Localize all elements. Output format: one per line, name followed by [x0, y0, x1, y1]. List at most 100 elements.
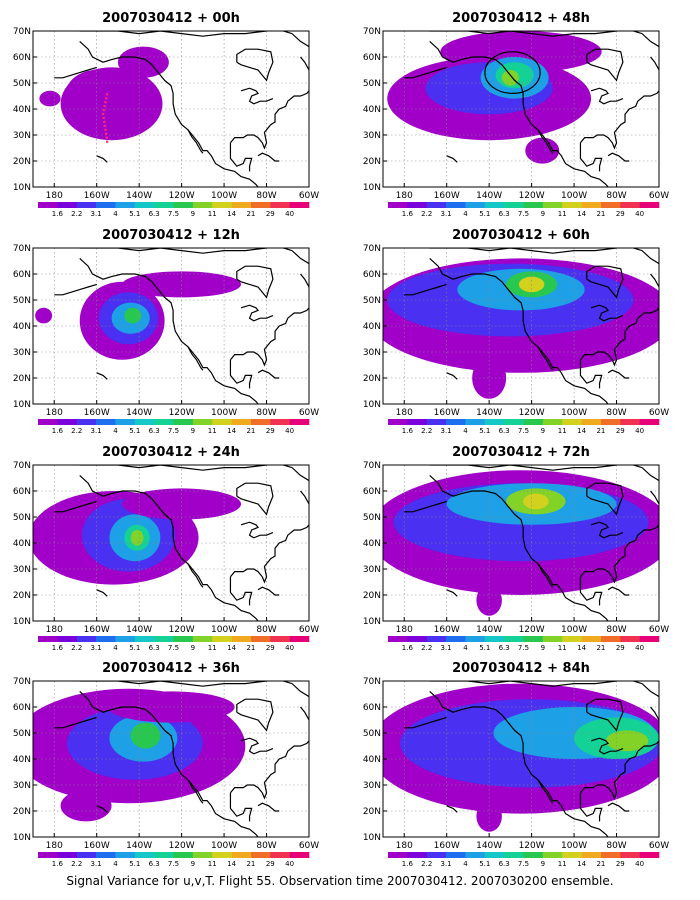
coastline: [79, 681, 267, 687]
colorbar-label: 11: [558, 860, 567, 868]
colorbar-swatch: [523, 852, 544, 858]
colorbar-swatch: [523, 202, 544, 208]
colorbar-label: 14: [577, 210, 586, 218]
lon-tick-label: 60W: [649, 625, 669, 635]
colorbar-label: 6.3: [499, 427, 510, 435]
coastline: [537, 779, 554, 804]
colorbar-swatch: [562, 419, 582, 425]
lon-tick-label: 140W: [126, 841, 152, 851]
coastline: [79, 248, 267, 254]
lat-tick-label: 30N: [13, 565, 31, 575]
coastline: [446, 805, 458, 813]
coastline: [229, 576, 253, 606]
colorbar-label: 21: [596, 644, 605, 652]
colorbar-swatch: [600, 419, 621, 425]
coastline: [579, 273, 659, 367]
colorbar-swatch: [484, 419, 505, 425]
colorbar-swatch: [289, 852, 310, 858]
coastline: [229, 142, 253, 172]
colorbar-label: 1.6: [52, 210, 64, 218]
colorbar-label: 7.5: [518, 210, 529, 218]
lon-tick-label: 60W: [649, 191, 669, 201]
colorbar-label: 5.1: [479, 427, 490, 435]
coastline: [240, 87, 274, 105]
lat-tick-label: 50N: [363, 729, 381, 739]
colorbar-label: 9: [541, 427, 545, 435]
coastline: [96, 155, 108, 163]
colorbar-label: 7.5: [518, 644, 529, 652]
coastline: [633, 248, 659, 265]
colorbar-swatch: [465, 636, 486, 642]
lat-tick-label: 40N: [363, 322, 381, 332]
coastline: [607, 802, 630, 812]
colorbar-label: 21: [246, 644, 255, 652]
lon-tick-label: 80W: [256, 408, 276, 418]
colorbar-swatch: [231, 636, 252, 642]
colorbar-label: 2.2: [71, 210, 82, 218]
colorbar-label: 5.1: [129, 210, 140, 218]
coastline: [236, 265, 274, 299]
coastline: [54, 716, 97, 729]
coastline: [579, 706, 659, 800]
lat-tick-label: 60N: [363, 703, 381, 713]
colorbar-label: 3.1: [91, 860, 102, 868]
colorbar-label: 40: [635, 210, 644, 218]
lat-tick-label: 60N: [13, 270, 31, 280]
coastline: [586, 698, 624, 732]
map-panel: 2007030412 + 72h 10N 20N 30N 40N 50N 60N 70N 180…: [363, 445, 669, 652]
colorbar-label: 1.6: [52, 427, 64, 435]
colorbar-label: 4: [113, 644, 118, 652]
lat-tick-label: 20N: [13, 374, 31, 384]
lon-tick-label: 60W: [299, 191, 319, 201]
coastline: [229, 706, 309, 800]
colorbar-label: 2.2: [71, 644, 82, 652]
colorbar-label: 1.6: [402, 427, 414, 435]
colorbar-swatch: [388, 852, 408, 858]
coastline: [446, 589, 458, 597]
colorbar-label: 1.6: [402, 644, 414, 652]
lon-tick-label: 140W: [476, 841, 502, 851]
coastline: [586, 265, 624, 299]
colorbar-label: 7.5: [518, 427, 529, 435]
colorbar-label: 6.3: [149, 210, 160, 218]
variance-contour: [501, 70, 519, 86]
coastline: [240, 521, 274, 539]
colorbar-swatch: [57, 852, 78, 858]
lon-tick-label: 80W: [256, 625, 276, 635]
colorbar-swatch: [504, 852, 524, 858]
colorbar-swatch: [192, 636, 213, 642]
lat-tick-label: 10N: [13, 183, 31, 193]
colorbar-swatch: [620, 202, 640, 208]
colorbar-swatch: [407, 202, 428, 208]
coastline: [579, 359, 603, 389]
coastline: [229, 273, 309, 367]
colorbar-label: 3.1: [91, 427, 102, 435]
colorbar-swatch: [115, 202, 136, 208]
colorbar-swatch: [270, 636, 290, 642]
colorbar-swatch: [231, 852, 252, 858]
colorbar-swatch: [639, 852, 660, 858]
colorbar-label: 3.1: [441, 644, 452, 652]
colorbar-swatch: [484, 852, 505, 858]
colorbar-swatch: [289, 636, 310, 642]
lon-tick-label: 120W: [169, 408, 195, 418]
coastline: [429, 690, 609, 837]
coastline: [79, 40, 259, 187]
coastline: [240, 304, 274, 322]
colorbar-label: 40: [635, 427, 644, 435]
coastline: [229, 359, 253, 389]
lon-tick-label: 180: [396, 625, 413, 635]
colorbar-swatch: [388, 419, 408, 425]
coastline: [79, 257, 259, 404]
panel-title: 2007030412 + 12h: [102, 228, 240, 243]
lon-tick-label: 120W: [519, 841, 545, 851]
coastline: [240, 737, 274, 755]
coastline: [429, 257, 609, 404]
colorbar-label: 7.5: [168, 427, 179, 435]
colorbar-label: 2.2: [421, 210, 432, 218]
variance-contour: [476, 584, 502, 616]
colorbar-label: 5.1: [479, 860, 490, 868]
colorbar-label: 40: [285, 427, 294, 435]
colorbar-swatch: [173, 636, 194, 642]
coastline: [404, 283, 447, 296]
